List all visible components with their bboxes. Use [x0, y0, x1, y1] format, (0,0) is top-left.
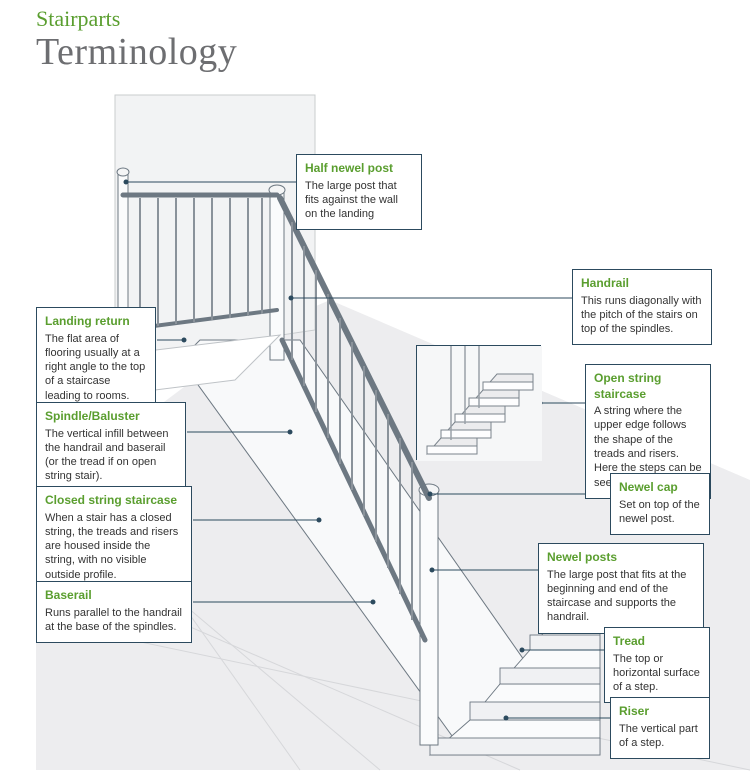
callout-title: Riser — [619, 704, 701, 720]
callout-title: Tread — [613, 634, 701, 650]
callout-body: The large post that fits against the wal… — [305, 179, 413, 222]
callout-newel-cap: Newel cap Set on top of the newel post. — [610, 473, 710, 535]
callout-title: Newel cap — [619, 480, 701, 496]
callout-title: Open string staircase — [594, 371, 702, 402]
callout-body: When a stair has a closed string, the tr… — [45, 511, 183, 582]
callout-title: Half newel post — [305, 161, 413, 177]
callout-title: Handrail — [581, 276, 703, 292]
callout-body: Runs parallel to the handrail at the bas… — [45, 606, 183, 635]
open-string-inset — [416, 345, 541, 460]
callout-body: Set on top of the newel post. — [619, 498, 701, 527]
callout-title: Closed string staircase — [45, 493, 183, 509]
callout-title: Spindle/Baluster — [45, 409, 177, 425]
callout-title: Newel posts — [547, 550, 695, 566]
callout-body: The large post that fits at the beginnin… — [547, 568, 695, 625]
callout-baserail: Baserail Runs parallel to the handrail at… — [36, 581, 192, 643]
callout-body: The flat area of flooring usually at a r… — [45, 332, 147, 403]
callout-spindle: Spindle/Baluster The vertical infill betw… — [36, 402, 186, 493]
callout-title: Landing return — [45, 314, 147, 330]
callout-body: The vertical infill between the handrail… — [45, 427, 177, 484]
callout-body: The vertical part of a step. — [619, 722, 701, 751]
callout-tread: Tread The top or horizontal surface of a … — [604, 627, 710, 703]
callout-body: This runs diagonally with the pitch of t… — [581, 294, 703, 337]
callout-landing-return: Landing return The flat area of flooring … — [36, 307, 156, 412]
callout-half-newel: Half newel post The large post that fits … — [296, 154, 422, 230]
callout-body: The top or horizontal surface of a step. — [613, 652, 701, 695]
callout-riser: Riser The vertical part of a step. — [610, 697, 710, 759]
callout-handrail: Handrail This runs diagonally with the pi… — [572, 269, 712, 345]
diagram-canvas: Stairparts Terminology — [0, 0, 750, 773]
callout-newel-posts: Newel posts The large post that fits at t… — [538, 543, 704, 634]
callout-title: Baserail — [45, 588, 183, 604]
callout-closed-string: Closed string staircase When a stair has … — [36, 486, 192, 591]
